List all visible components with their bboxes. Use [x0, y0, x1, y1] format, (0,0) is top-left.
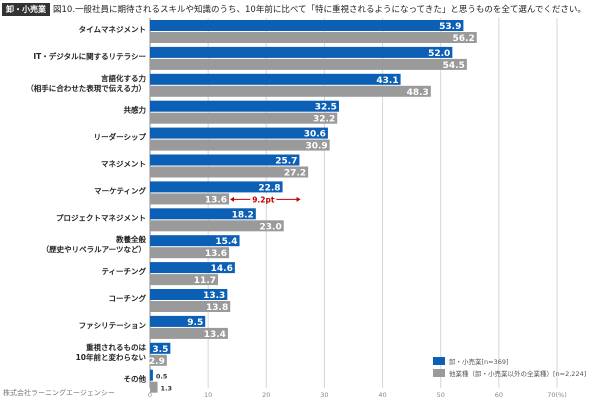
category-label: その他 — [124, 374, 147, 384]
x-tick-label: 60 — [495, 391, 503, 399]
x-tick-label: 20 — [262, 391, 270, 399]
x-tick-label: 0 — [148, 391, 152, 399]
arrowhead-left — [230, 196, 235, 202]
category-label: プロジェクトマネジメント — [56, 212, 146, 222]
bar — [150, 85, 431, 97]
data-label: 22.8 — [258, 183, 280, 193]
credit: 株式会社ラーニングエージェンシー — [3, 389, 115, 397]
data-label: 13.3 — [203, 291, 225, 301]
chart-title: 図10.一般社員に期待されるスキルや知識のうち、10年前に比べて「特に重視される… — [53, 5, 586, 15]
data-label: 30.6 — [304, 130, 326, 140]
data-label: 32.5 — [315, 103, 337, 113]
legend-swatch — [433, 357, 445, 365]
bar — [150, 58, 467, 70]
bar — [150, 32, 477, 43]
legend-label: 他業種（卸・小売業以外の全業種）[n=2,224] — [449, 369, 586, 378]
x-tick-label: 10 — [204, 391, 212, 399]
data-label: 13.8 — [206, 303, 228, 313]
data-label: 13.6 — [205, 195, 227, 205]
category-label: 教養全般 — [115, 234, 146, 244]
annotation-bg — [250, 194, 277, 205]
bar — [150, 262, 235, 274]
data-label: 2.9 — [149, 357, 165, 367]
category-label: タイムマネジメント — [79, 24, 146, 34]
bar — [150, 208, 256, 220]
data-label: 32.2 — [313, 115, 335, 125]
data-label: 43.1 — [376, 76, 398, 86]
bar — [150, 112, 338, 124]
category-label: マネジメント — [101, 160, 146, 169]
category-label: コーチング — [109, 293, 147, 303]
category-label: 言語化する力 — [101, 73, 146, 83]
category-label: ティーチング — [101, 266, 146, 276]
data-label: 15.4 — [215, 237, 237, 247]
bar — [150, 127, 328, 139]
data-label: 48.3 — [407, 88, 429, 98]
bar — [150, 354, 167, 366]
bar — [150, 46, 453, 58]
x-tick-label: 70(%) — [547, 391, 567, 399]
bar — [150, 327, 228, 339]
data-label: 1.3 — [161, 385, 173, 393]
bar — [150, 342, 171, 354]
data-label: 30.9 — [305, 142, 327, 152]
data-label: 13.4 — [204, 330, 226, 340]
data-label: 52.0 — [428, 49, 450, 59]
data-label: 53.9 — [439, 22, 461, 32]
data-label: 14.6 — [211, 264, 233, 274]
category-label: 共感力 — [124, 105, 147, 115]
data-label: 25.7 — [275, 157, 297, 167]
data-label: 54.5 — [443, 61, 465, 71]
bar — [150, 289, 228, 300]
data-label: 27.2 — [284, 169, 306, 179]
data-label: 11.7 — [194, 276, 216, 286]
x-tick-label: 40 — [378, 391, 386, 399]
bar — [150, 139, 330, 151]
bar — [150, 154, 300, 166]
bar — [150, 100, 339, 112]
industry-badge: 卸・小売業 — [2, 2, 50, 16]
bar — [150, 315, 206, 327]
bar — [150, 381, 158, 393]
bar — [150, 181, 283, 193]
bar — [150, 20, 464, 31]
data-label: 9.5 — [187, 318, 203, 328]
bar — [150, 247, 230, 259]
category-label: IT・デジタルに関するリテラシー — [33, 51, 146, 61]
data-label: 0.5 — [156, 373, 168, 381]
bar — [150, 220, 284, 232]
category-label: ファシリテーション — [79, 321, 147, 330]
legend-label: 卸・小売業[n=369] — [449, 357, 509, 366]
data-label: 23.0 — [260, 222, 282, 232]
bar — [150, 166, 309, 178]
data-label: 3.5 — [152, 345, 168, 355]
difference-annotation: 9.2pt — [252, 195, 275, 204]
legend-swatch — [433, 369, 445, 377]
x-tick-label: 50 — [437, 391, 445, 399]
bar — [150, 73, 401, 85]
category-label: 10年前と変わらない — [76, 352, 147, 362]
data-label: 13.6 — [205, 249, 227, 259]
bar — [150, 369, 153, 381]
bar — [150, 193, 230, 205]
header: 卸・小売業 図10.一般社員に期待されるスキルや知識のうち、10年前に比べて「特… — [2, 2, 586, 16]
category-label: 重視されるものは — [86, 342, 146, 352]
category-label: （相手に合わせた表現で伝える力） — [26, 83, 146, 93]
data-label: 18.2 — [232, 210, 254, 220]
arrowhead-right — [296, 196, 301, 202]
bar — [150, 274, 219, 286]
bar — [150, 301, 231, 312]
bar — [150, 235, 240, 247]
data-label: 56.2 — [453, 34, 475, 44]
category-label: リーダーシップ — [94, 132, 147, 142]
category-label: マーケティング — [94, 185, 146, 195]
category-label: （歴史やリベラルアーツなど） — [42, 244, 146, 254]
x-tick-label: 30 — [320, 391, 328, 399]
